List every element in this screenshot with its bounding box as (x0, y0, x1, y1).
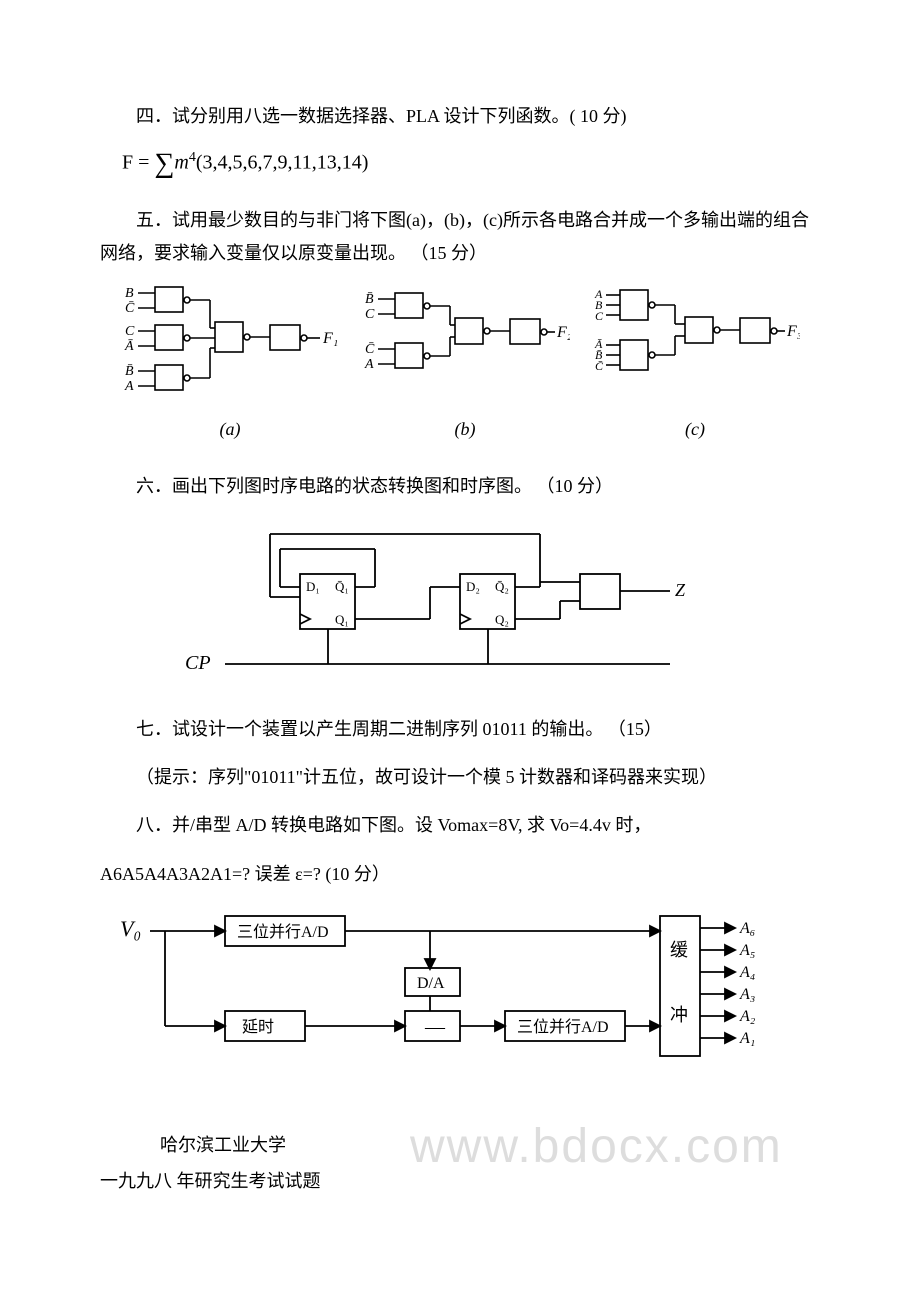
svg-text:D/A: D/A (417, 975, 445, 992)
svg-text:延时: 延时 (242, 1018, 274, 1036)
circuit-c-label: (c) (685, 419, 705, 440)
svg-text:A₄: A₄ (739, 964, 755, 981)
svg-text:D₂: D₂ (466, 579, 480, 594)
svg-text:Z: Z (675, 580, 686, 600)
svg-text:C: C (595, 309, 604, 323)
footer-year: 一九九八 年研究生考试试题 (100, 1167, 820, 1193)
question-5: 五．试用最少数目的与非门将下图(a)，(b)，(c)所示各电路合并成一个多输出端… (100, 204, 820, 269)
svg-text:三位并行A/D: 三位并行A/D (237, 923, 329, 941)
svg-text:C̄: C̄ (595, 359, 604, 373)
formula-sym: m (174, 152, 188, 174)
circuit-row: B C̄ C Ā B̄ A (120, 285, 820, 440)
svg-text:F₂: F₂ (556, 324, 570, 341)
svg-text:A₂: A₂ (739, 1008, 756, 1025)
circuit-a: B C̄ C Ā B̄ A (120, 285, 340, 440)
formula-q4: F = ∑m4(3,4,5,6,7,9,11,13,14) (122, 148, 820, 180)
formula-rhs: (3,4,5,6,7,9,11,13,14) (196, 152, 369, 174)
circuit-c-svg: A B C Ā B̄ C̄ F₃ (590, 285, 800, 415)
svg-text:—: — (424, 1016, 446, 1038)
question-7-hint: （提示：序列"01011"计五位，故可设计一个模 5 计数器和译码器来实现） (100, 761, 820, 793)
svg-text:V₀: V₀ (120, 916, 141, 941)
svg-text:C: C (365, 307, 375, 322)
svg-text:Ā: Ā (124, 338, 134, 354)
circuit-a-svg: B C̄ C Ā B̄ A (120, 285, 340, 415)
svg-text:A₃: A₃ (739, 986, 755, 1003)
question-4: 四．试分别用八选一数据选择器、PLA 设计下列函数。( 10 分) (100, 100, 820, 132)
svg-text:A₅: A₅ (739, 942, 755, 959)
svg-text:A₁: A₁ (739, 1030, 755, 1047)
svg-text:C̄: C̄ (365, 342, 375, 357)
circuit-b: B̄ C C̄ A F₂ (b) (360, 285, 570, 440)
formula-sup: 4 (189, 150, 196, 165)
formula-lhs: F = (122, 152, 154, 174)
svg-text:D₁: D₁ (306, 579, 320, 594)
question-7: 七．试设计一个装置以产生周期二进制序列 01011 的输出。 （15） (100, 713, 820, 745)
ad-block-diagram: V₀ 三位并行A/D D/A 延时 — (110, 906, 820, 1081)
svg-text:A: A (364, 357, 374, 372)
svg-text:Q₁: Q₁ (335, 612, 349, 627)
svg-text:B̄: B̄ (365, 292, 374, 307)
svg-text:B̄: B̄ (125, 364, 134, 379)
svg-text:F₁: F₁ (322, 330, 338, 347)
svg-text:Q̄₂: Q̄₂ (495, 579, 509, 594)
circuit-b-svg: B̄ C C̄ A F₂ (360, 285, 570, 415)
sigma-icon: ∑ (154, 148, 174, 179)
svg-text:CP: CP (185, 652, 211, 674)
svg-text:Q̄₁: Q̄₁ (335, 579, 349, 594)
footer-university: 哈尔滨工业大学 (160, 1131, 820, 1157)
svg-text:冲: 冲 (670, 1005, 688, 1025)
svg-text:C: C (125, 324, 135, 339)
svg-text:A: A (124, 379, 134, 394)
ad-svg: V₀ 三位并行A/D D/A 延时 — (110, 906, 790, 1081)
seq-circuit-svg: CP D₁ Q̄₁ Q₁ D₂ Q̄₂ Q₂ (180, 519, 700, 689)
svg-text:B: B (125, 286, 134, 301)
svg-text:三位并行A/D: 三位并行A/D (517, 1018, 609, 1036)
svg-text:缓: 缓 (670, 940, 688, 960)
question-8-line2: A6A5A4A3A2A1=? 误差 ε=? (10 分） (100, 858, 820, 890)
circuit-b-label: (b) (455, 419, 476, 440)
svg-text:C̄: C̄ (125, 301, 135, 316)
svg-text:Q₂: Q₂ (495, 612, 509, 627)
svg-text:A₆: A₆ (739, 920, 755, 937)
circuit-c: A B C Ā B̄ C̄ F₃ (c) (590, 285, 800, 440)
svg-text:F₃: F₃ (786, 323, 800, 340)
question-8-line1: 八．并/串型 A/D 转换电路如下图。设 Vomax=8V, 求 Vo=4.4v… (100, 809, 820, 841)
question-6: 六．画出下列图时序电路的状态转换图和时序图。 （10 分） (100, 470, 820, 502)
circuit-a-label: (a) (220, 419, 241, 440)
seq-circuit: www.bdocx.com CP D₁ Q̄₁ Q₁ D₂ Q̄₂ Q₂ (180, 519, 820, 689)
